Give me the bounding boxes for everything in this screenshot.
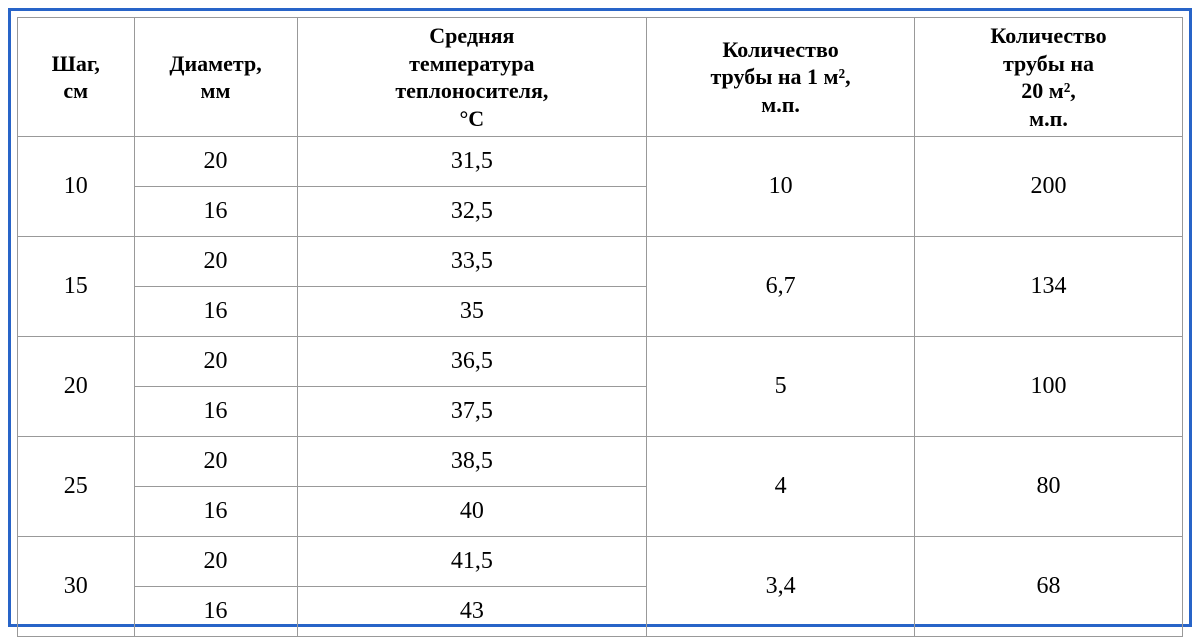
cell-per20m2: 200 bbox=[915, 137, 1183, 237]
cell-diameter: 20 bbox=[134, 437, 297, 487]
table-body: 102031,5102001632,5152033,56,71341635202… bbox=[18, 137, 1183, 637]
cell-temp: 41,5 bbox=[297, 537, 647, 587]
table-row: 252038,5480 bbox=[18, 437, 1183, 487]
cell-diameter: 20 bbox=[134, 337, 297, 387]
cell-per1m2: 10 bbox=[647, 137, 915, 237]
cell-step: 20 bbox=[18, 337, 135, 437]
table-row: 102031,510200 bbox=[18, 137, 1183, 187]
cell-diameter: 16 bbox=[134, 187, 297, 237]
cell-temp: 37,5 bbox=[297, 387, 647, 437]
cell-temp: 33,5 bbox=[297, 237, 647, 287]
header-diameter: Диаметр,мм bbox=[134, 18, 297, 137]
header-step: Шаг,см bbox=[18, 18, 135, 137]
header-row: Шаг,см Диаметр,мм Средняятемпературатепл… bbox=[18, 18, 1183, 137]
cell-diameter: 16 bbox=[134, 387, 297, 437]
table-frame: Шаг,см Диаметр,мм Средняятемпературатепл… bbox=[8, 8, 1192, 627]
cell-diameter: 16 bbox=[134, 287, 297, 337]
header-per1m2: Количествотрубы на 1 м²,м.п. bbox=[647, 18, 915, 137]
cell-temp: 43 bbox=[297, 587, 647, 637]
cell-step: 25 bbox=[18, 437, 135, 537]
cell-step: 15 bbox=[18, 237, 135, 337]
table-row: 302041,53,468 bbox=[18, 537, 1183, 587]
cell-diameter: 20 bbox=[134, 137, 297, 187]
table-row: 152033,56,7134 bbox=[18, 237, 1183, 287]
header-temp: Средняятемпературатеплоносителя,°C bbox=[297, 18, 647, 137]
cell-per20m2: 134 bbox=[915, 237, 1183, 337]
cell-step: 10 bbox=[18, 137, 135, 237]
cell-temp: 40 bbox=[297, 487, 647, 537]
cell-temp: 38,5 bbox=[297, 437, 647, 487]
table-row: 202036,55100 bbox=[18, 337, 1183, 387]
cell-temp: 36,5 bbox=[297, 337, 647, 387]
cell-temp: 31,5 bbox=[297, 137, 647, 187]
cell-temp: 32,5 bbox=[297, 187, 647, 237]
cell-diameter: 16 bbox=[134, 487, 297, 537]
header-per20m2: Количествотрубы на20 м²,м.п. bbox=[915, 18, 1183, 137]
cell-per1m2: 5 bbox=[647, 337, 915, 437]
pipe-table: Шаг,см Диаметр,мм Средняятемпературатепл… bbox=[17, 17, 1183, 637]
cell-per1m2: 3,4 bbox=[647, 537, 915, 637]
cell-step: 30 bbox=[18, 537, 135, 637]
cell-diameter: 20 bbox=[134, 537, 297, 587]
cell-diameter: 20 bbox=[134, 237, 297, 287]
cell-per20m2: 80 bbox=[915, 437, 1183, 537]
cell-temp: 35 bbox=[297, 287, 647, 337]
cell-per20m2: 68 bbox=[915, 537, 1183, 637]
cell-diameter: 16 bbox=[134, 587, 297, 637]
cell-per1m2: 6,7 bbox=[647, 237, 915, 337]
cell-per20m2: 100 bbox=[915, 337, 1183, 437]
cell-per1m2: 4 bbox=[647, 437, 915, 537]
